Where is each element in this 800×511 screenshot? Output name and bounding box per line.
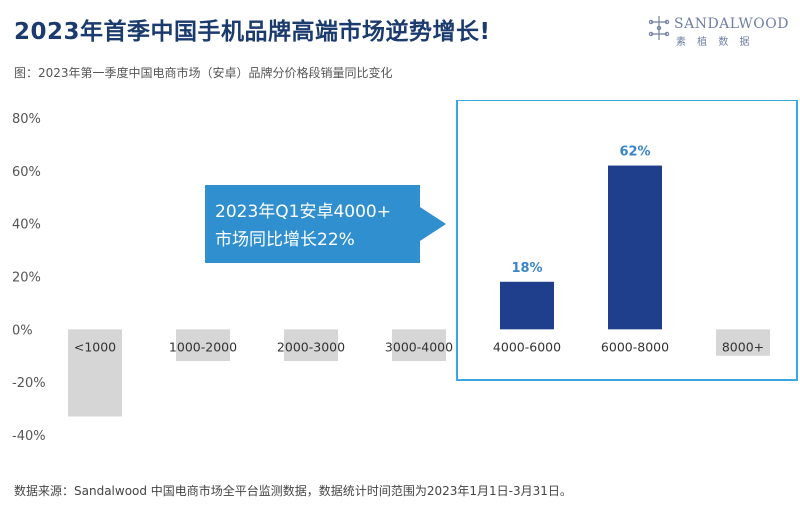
logo-icon [648, 16, 670, 40]
category-label: 3000-4000 [385, 339, 453, 354]
data-label: 18% [511, 261, 542, 276]
callout-box [205, 185, 420, 263]
bar [500, 281, 554, 330]
logo-name: SANDALWOOD [674, 16, 789, 32]
page-title: 2023年首季中国手机品牌高端市场逆势增长! [14, 19, 491, 45]
brand-logo: SANDALWOOD 素 植 数 据 [648, 14, 789, 48]
category-label: 6000-8000 [601, 339, 669, 354]
bar [284, 329, 338, 362]
callout-line-1: 2023年Q1安卓4000+ [215, 202, 391, 222]
bar-chart: 80% 60% 40% 20% 0% -20% -40% <1000 1000-2000 2000… [12, 100, 798, 444]
y-tick-label: 60% [12, 165, 41, 180]
y-tick-label: 20% [12, 271, 41, 286]
logo-cn: 素 植 数 据 [676, 37, 754, 48]
source-note: 数据来源：Sandalwood 中国电商市场全平台监测数据，数据统计时间范围为2… [14, 484, 572, 498]
category-label: <1000 [74, 339, 116, 354]
y-tick-label: 40% [12, 218, 41, 233]
category-label: 4000-6000 [493, 339, 561, 354]
callout-line-2: 市场同比增长22% [215, 230, 355, 250]
bar [176, 329, 230, 362]
data-label: 62% [619, 145, 650, 160]
bar [608, 165, 662, 330]
y-tick-label: -20% [12, 376, 46, 391]
chart-subtitle: 图：2023年第一季度中国电商市场（安卓）品牌分价格段销量同比变化 [14, 66, 393, 80]
callout-arrow [420, 207, 446, 241]
category-label: 8000+ [722, 339, 764, 354]
bar [68, 329, 122, 417]
bar [716, 329, 770, 356]
bar [392, 329, 446, 362]
category-label: 1000-2000 [169, 339, 237, 354]
highlight-box [456, 100, 798, 381]
y-tick-label: 0% [12, 323, 33, 338]
y-tick-label: -40% [12, 429, 46, 444]
y-tick-label: 80% [12, 112, 41, 127]
category-label: 2000-3000 [277, 339, 345, 354]
